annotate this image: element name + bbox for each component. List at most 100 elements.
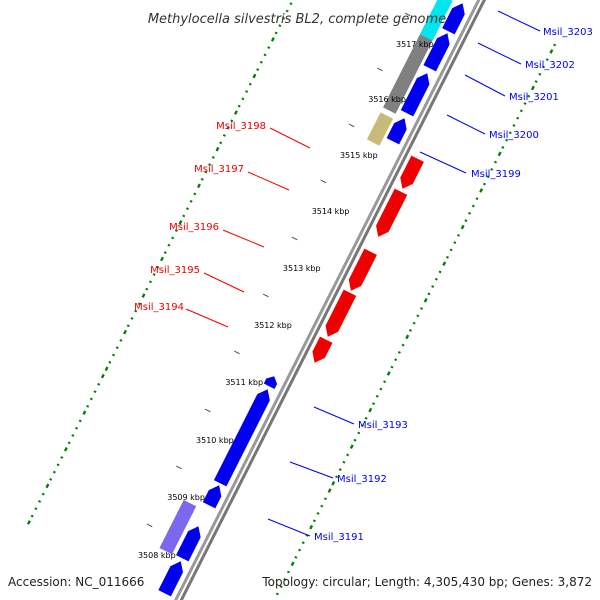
gc-dot-left	[233, 110, 238, 115]
gc-dot-left	[41, 492, 45, 496]
gc-dot-left	[256, 68, 260, 71]
gc-dot-left	[145, 287, 149, 291]
label-leader-line	[497, 10, 541, 32]
tick-mark	[404, 12, 411, 17]
gc-dot-right	[434, 277, 438, 281]
label-leader-line	[267, 518, 311, 537]
gc-dot-right	[420, 307, 424, 310]
gc-dot-left	[75, 426, 79, 430]
gc-dot-left	[86, 404, 90, 408]
gc-dot-right	[309, 524, 314, 530]
gene-bar	[158, 561, 183, 597]
gc-dot-right	[553, 43, 557, 47]
gc-dot-left	[97, 382, 101, 386]
gc-dot-left	[182, 214, 186, 218]
gc-dot-left	[160, 256, 164, 262]
gc-dot-right	[445, 255, 449, 259]
gc-dot-left	[278, 24, 282, 28]
gc-dot-left	[52, 470, 56, 474]
gc-dot-right	[471, 204, 475, 208]
gc-dot-right	[364, 416, 368, 420]
gc-dot-right	[283, 577, 287, 581]
gc-dot-left	[189, 199, 193, 203]
label-leader-line	[419, 151, 467, 174]
label-leader-line	[269, 127, 311, 149]
gc-dot-right	[416, 314, 420, 318]
gc-dot-right	[493, 160, 498, 164]
gc-dot-left	[174, 229, 178, 233]
gene-label-forward: Msil_3193	[358, 420, 408, 431]
label-leader-line	[203, 272, 245, 293]
tick-mark	[348, 123, 355, 128]
gene-bar	[348, 248, 377, 291]
gc-dot-right	[542, 65, 546, 69]
gene-bar	[400, 155, 424, 189]
gc-dot-right	[335, 475, 339, 479]
gc-dot-left	[34, 507, 38, 511]
label-leader-line	[289, 461, 334, 479]
gc-dot-left	[26, 520, 31, 525]
tick-mark	[376, 67, 383, 72]
gene-label-forward: Msil_3203	[543, 27, 593, 38]
gene-label-forward: Msil_3199	[471, 169, 521, 180]
gc-dot-right	[505, 138, 509, 142]
gc-dot-right	[371, 402, 376, 406]
gene-labels: Msil_3203 Msil_3202 Msil_3201 Msil_3200 Msil…	[134, 10, 593, 543]
accession-text: Accession: NC_011666	[8, 575, 144, 589]
gc-dot-right	[327, 488, 332, 493]
gc-dot-right	[456, 233, 461, 237]
tick-label: 3512 kbp	[254, 321, 292, 330]
tick-label: 3514 kbp	[312, 207, 350, 216]
gc-dot-right	[475, 197, 479, 201]
gc-dot-left	[185, 207, 189, 211]
gc-dot-right	[360, 424, 364, 428]
gc-dot-right	[298, 548, 302, 552]
gc-dot-left	[285, 9, 289, 13]
tick-label: 3513 kbp	[283, 264, 321, 273]
gc-dot-right	[431, 285, 435, 288]
gc-dot-right	[538, 72, 542, 76]
gc-dot-right	[320, 504, 324, 508]
gc-dot-left	[282, 16, 286, 20]
gc-dot-left	[156, 265, 160, 269]
gc-dot-left	[226, 126, 230, 130]
gc-dot-tracks	[26, 2, 557, 596]
feature-bar	[159, 499, 197, 555]
label-leader-line	[477, 42, 522, 65]
gc-dot-right	[438, 270, 442, 274]
backbone	[174, 0, 487, 600]
gene-label-forward: Msil_3191	[314, 532, 364, 543]
gc-dot-right	[357, 431, 361, 435]
gc-dot-right	[460, 224, 465, 230]
gc-dot-right	[383, 380, 387, 384]
gc-dot-right	[286, 570, 291, 574]
gc-dot-right	[423, 297, 428, 303]
kbp-ticks: 3517 kbp 3516 kbp 3515 kbp 3514 kbp 3513 kbp…	[138, 12, 434, 560]
gene-label-reverse: Msil_3195	[150, 265, 200, 276]
gc-dot-right	[464, 219, 468, 223]
gc-dot-right	[312, 519, 316, 523]
gc-dot-right	[394, 358, 398, 362]
backbone-line	[174, 0, 481, 600]
tick-label: 3509 kbp	[167, 493, 205, 502]
tick-mark	[146, 523, 153, 528]
gc-dot-right	[427, 292, 431, 296]
gc-dot-left	[152, 273, 156, 276]
gc-dot-right	[290, 561, 295, 567]
gc-dot-right	[401, 343, 405, 347]
label-leader-line	[247, 171, 290, 191]
gc-dot-left	[248, 82, 252, 86]
gene-label-reverse: Msil_3194	[134, 302, 184, 313]
gc-dot-left	[56, 463, 60, 467]
gene-label-forward: Msil_3202	[525, 60, 575, 71]
gene-bar	[442, 3, 465, 35]
gc-dot-right	[512, 124, 516, 127]
gene-bar	[386, 118, 407, 145]
label-leader-line	[313, 406, 355, 425]
gene-label-forward: Msil_3200	[489, 130, 539, 141]
gc-dot-right	[530, 85, 535, 91]
gc-dot-left	[119, 338, 123, 342]
label-leader-line	[446, 114, 486, 135]
gc-dot-left	[93, 390, 97, 394]
gc-dot-left	[215, 146, 220, 152]
